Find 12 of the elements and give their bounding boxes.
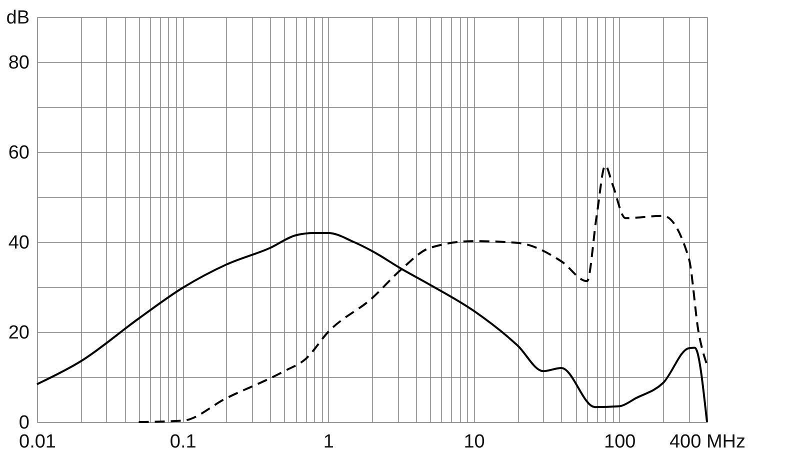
y-tick-label: 20: [8, 322, 30, 344]
y-tick-label: 40: [8, 232, 30, 254]
x-tick-label: 100: [604, 432, 636, 452]
y-tick-label: 80: [8, 52, 30, 74]
x-tick-label: 1: [323, 432, 334, 452]
x-tick-label: 0.01: [19, 432, 56, 452]
y-tick-label: 0: [18, 412, 30, 434]
x-tick-label: 0.1: [170, 432, 196, 452]
x-tick-label: 10: [464, 432, 485, 452]
x-tick-label: 400 MHz: [669, 432, 746, 452]
y-tick-label: 60: [8, 142, 30, 164]
y-tick-label: dB: [6, 8, 30, 28]
